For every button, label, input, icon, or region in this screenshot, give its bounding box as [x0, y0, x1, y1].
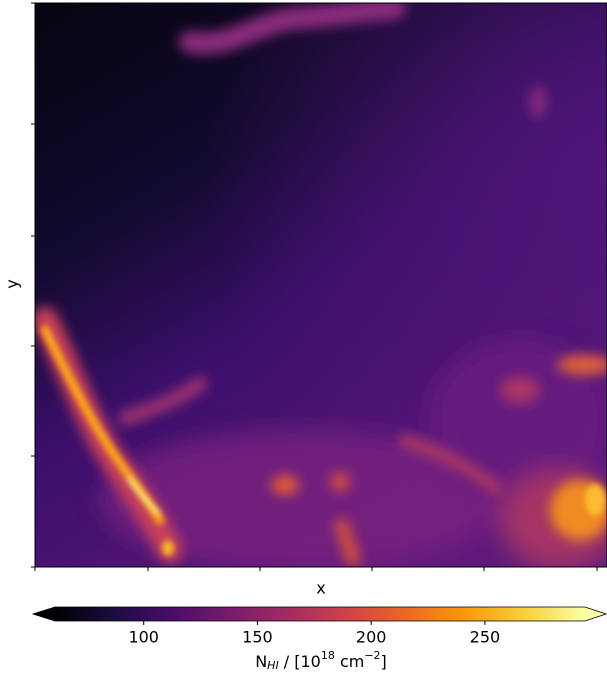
x-axis-label: x: [316, 579, 325, 598]
axis-ticks: [31, 2, 598, 571]
colorbar-label-part: ]: [381, 652, 387, 671]
colorbar-tick-label: 150: [242, 628, 273, 647]
colorbar-label-part: HI: [267, 659, 279, 672]
colorbar-outline: [31, 606, 607, 622]
axes-frame: [34, 2, 607, 568]
colorbar: 100 150 200 250: [31, 606, 607, 647]
colorbar-label-part: 18: [321, 649, 335, 662]
y-axis-label: y: [3, 279, 22, 288]
colorbar-label: NHI / [1018 cm−2]: [255, 649, 387, 672]
colorbar-gradient: [55, 607, 585, 621]
colorbar-label-part: / [10: [279, 652, 321, 671]
colorbar-label-part: N: [255, 652, 267, 671]
colorbar-label-part: −2: [364, 649, 380, 662]
colorbar-extend-max: [585, 607, 606, 621]
colorbar-tick-label: 100: [128, 628, 159, 647]
colorbar-extend-min: [33, 607, 55, 621]
heatmap-image: [35, 3, 607, 567]
colorbar-tick-label: 250: [470, 628, 501, 647]
colorbar-label-part: cm: [335, 652, 364, 671]
colorbar-tick-label: 200: [356, 628, 387, 647]
